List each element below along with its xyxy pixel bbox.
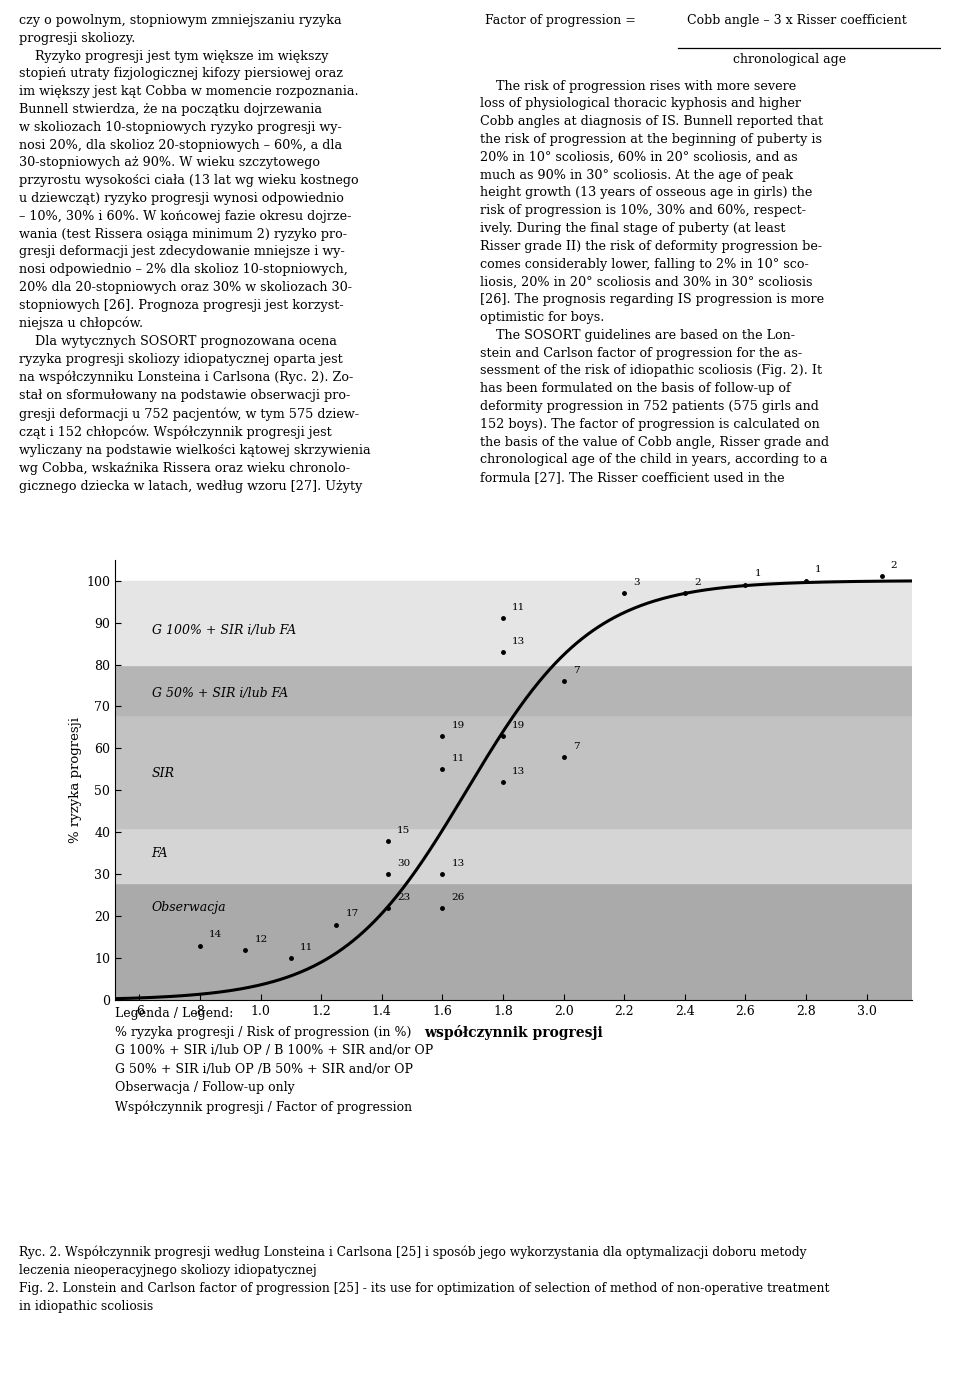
Text: 13: 13 bbox=[451, 859, 465, 867]
Text: Ryc. 2. Współczynnik progresji według Lonsteina i Carlsona [25] i sposób jego wy: Ryc. 2. Współczynnik progresji według Lo… bbox=[19, 1245, 829, 1312]
Text: 11: 11 bbox=[512, 603, 525, 613]
X-axis label: współczynnik progresji: współczynnik progresji bbox=[424, 1025, 603, 1039]
Y-axis label: % ryzyka progresji: % ryzyka progresji bbox=[69, 716, 83, 844]
Text: 13: 13 bbox=[512, 767, 525, 775]
Text: G 50% + SIR i/lub FA: G 50% + SIR i/lub FA bbox=[152, 687, 288, 701]
Text: Cobb angle – 3 x Risser coefficient: Cobb angle – 3 x Risser coefficient bbox=[687, 14, 907, 27]
Text: czy o powolnym, stopniowym zmniejszaniu ryzyka
progresji skoliozy.
    Ryzyko pr: czy o powolnym, stopniowym zmniejszaniu … bbox=[19, 14, 371, 492]
Text: SIR: SIR bbox=[152, 767, 175, 781]
Text: 15: 15 bbox=[396, 825, 410, 834]
Text: G 100% + SIR i/lub FA: G 100% + SIR i/lub FA bbox=[152, 624, 296, 638]
Text: 3: 3 bbox=[634, 578, 640, 588]
Text: 17: 17 bbox=[346, 909, 359, 919]
Bar bbox=[115, 665, 912, 715]
Bar bbox=[115, 828, 912, 883]
Text: Factor of progression =: Factor of progression = bbox=[485, 14, 636, 27]
Text: 11: 11 bbox=[300, 943, 313, 951]
Text: 23: 23 bbox=[396, 893, 410, 902]
Text: 30: 30 bbox=[396, 859, 410, 867]
Text: The risk of progression rises with more severe
loss of physiological thoracic ky: The risk of progression rises with more … bbox=[480, 80, 829, 484]
Text: 11: 11 bbox=[451, 754, 465, 764]
Text: 2: 2 bbox=[694, 578, 701, 588]
Text: 19: 19 bbox=[512, 720, 525, 730]
Text: 1: 1 bbox=[815, 565, 822, 575]
Text: 19: 19 bbox=[451, 720, 465, 730]
Text: chronological age: chronological age bbox=[733, 53, 847, 66]
Text: Legenda / Legend:
% ryzyka progresji / Risk of progression (in %)
G 100% + SIR i: Legenda / Legend: % ryzyka progresji / R… bbox=[115, 1007, 434, 1114]
Text: 1: 1 bbox=[755, 569, 761, 579]
Bar bbox=[115, 883, 912, 1000]
Text: Obserwacja: Obserwacja bbox=[152, 901, 227, 915]
Bar bbox=[115, 581, 912, 665]
Text: 14: 14 bbox=[209, 930, 223, 940]
Text: 12: 12 bbox=[254, 935, 268, 944]
Text: FA: FA bbox=[152, 846, 168, 860]
Text: 2: 2 bbox=[891, 561, 898, 571]
Text: 7: 7 bbox=[573, 741, 579, 750]
Text: 26: 26 bbox=[451, 893, 465, 902]
Text: 7: 7 bbox=[573, 666, 579, 676]
Text: 13: 13 bbox=[512, 637, 525, 646]
Bar bbox=[115, 715, 912, 828]
